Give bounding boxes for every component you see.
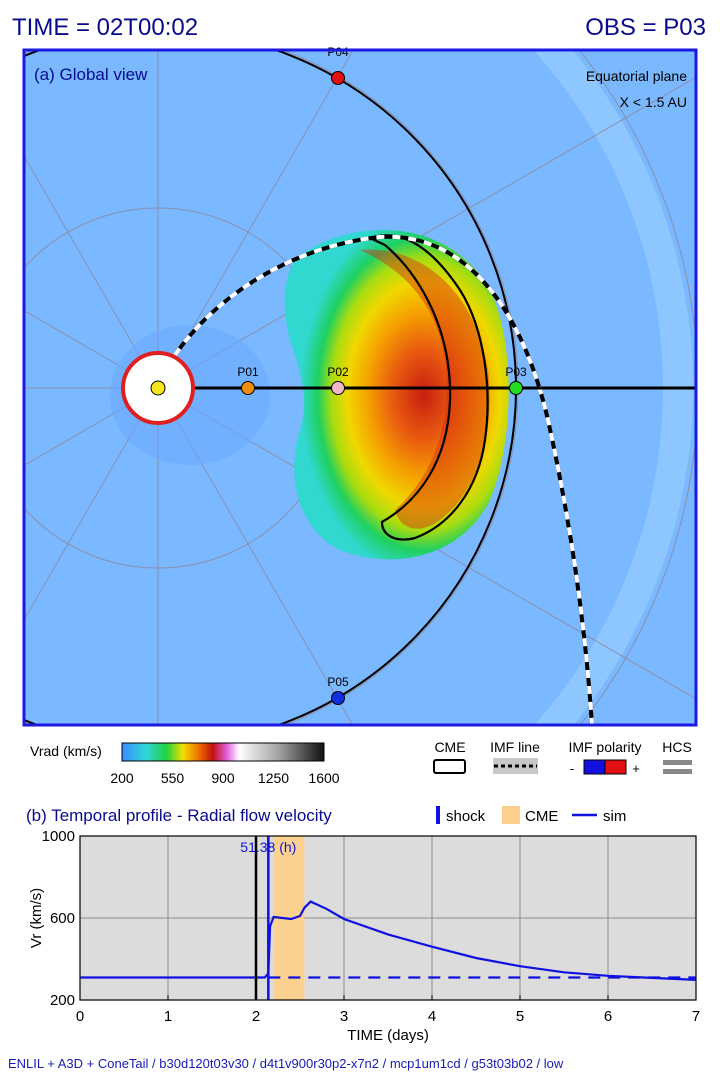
legend-cme-swatch xyxy=(502,806,520,824)
y-tick-label: 600 xyxy=(50,910,75,927)
legend-hcs-bar-bottom xyxy=(663,769,692,774)
x-tick-label: 5 xyxy=(516,1008,524,1025)
legend-polarity-positive xyxy=(604,759,627,775)
observation-point-label: P01 xyxy=(237,365,259,379)
observation-points: P01 P02 P03 P04 P05 xyxy=(237,45,527,705)
observation-point-label: P02 xyxy=(327,365,349,379)
legend-polarity-negative xyxy=(583,759,606,775)
colorbar-gradient xyxy=(121,742,325,762)
x-tick-label: 7 xyxy=(692,1008,700,1025)
legend-plus: + xyxy=(632,761,640,776)
profile-panel: (b) Temporal profile - Radial flow veloc… xyxy=(26,806,700,1044)
panel-a-title: (a) Global view xyxy=(34,65,148,84)
shock-time-label: 51.38 (h) xyxy=(240,839,296,855)
panel-a-frame xyxy=(22,48,698,727)
x-tick-label: 0 xyxy=(76,1008,84,1025)
observation-point-p05 xyxy=(331,691,345,705)
axis-ticks: 0 1 2 3 4 5 6 7 200 600 1000 xyxy=(42,828,701,1025)
legend-cme-box xyxy=(433,759,466,774)
legend-shock-swatch xyxy=(436,806,440,824)
x-tick-label: 2 xyxy=(252,1008,260,1025)
x-tick-label: 1 xyxy=(164,1008,172,1025)
legend-sim-label: sim xyxy=(603,808,626,825)
colorbar-tick-label: 900 xyxy=(211,770,235,786)
legend-minus: - xyxy=(570,761,574,776)
cme-core-region xyxy=(360,249,490,529)
legend-a: CME IMF line IMF polarity - + HCS xyxy=(433,739,692,776)
cme-contour xyxy=(367,234,489,541)
observer-label: OBS = P03 xyxy=(585,14,706,41)
colorbar-tick-label: 1600 xyxy=(308,770,339,786)
colorbar-tick-label: 200 xyxy=(110,770,134,786)
colorbar-tick-label: 550 xyxy=(161,770,185,786)
cme-velocity-region xyxy=(284,229,509,560)
range-label: X < 1.5 AU xyxy=(620,94,687,110)
observation-point-label: P03 xyxy=(505,365,527,379)
observation-point-p02 xyxy=(331,381,345,395)
colorbar: Vrad (km/s) 200 550 900 1250 1600 xyxy=(30,742,340,786)
legend-hcs-bar-top xyxy=(663,760,692,765)
series-group xyxy=(80,900,696,981)
observation-point-label: P04 xyxy=(327,45,349,59)
legend-cme-interval-label: CME xyxy=(525,808,558,825)
x-axis-label: TIME (days) xyxy=(347,1027,429,1044)
legend-cme-label: CME xyxy=(434,739,465,755)
x-tick-label: 3 xyxy=(340,1008,348,1025)
y-tick-label: 200 xyxy=(50,992,75,1009)
plot-frame xyxy=(79,835,697,1001)
sun-icon xyxy=(150,380,166,396)
plane-label: Equatorial plane xyxy=(586,68,687,84)
sim-series-line xyxy=(80,900,696,981)
legend-shock-label: shock xyxy=(446,808,486,825)
y-tick-label: 1000 xyxy=(42,828,75,845)
y-axis-label: Vr (km/s) xyxy=(28,888,45,948)
time-label: TIME = 02T00:02 xyxy=(12,14,199,41)
x-tick-label: 4 xyxy=(428,1008,436,1025)
colorbar-tick-label: 1250 xyxy=(258,770,289,786)
legend-hcs-label: HCS xyxy=(662,739,692,755)
colorbar-title: Vrad (km/s) xyxy=(30,743,102,759)
panel-b-title: (b) Temporal profile - Radial flow veloc… xyxy=(26,806,332,825)
colorbar-ticks: 200 550 900 1250 1600 xyxy=(110,770,339,786)
observation-point-label: P05 xyxy=(327,675,349,689)
observation-point-p01 xyxy=(241,381,255,395)
x-tick-label: 6 xyxy=(604,1008,612,1025)
observation-point-p04 xyxy=(331,71,345,85)
legend-imf-polarity-label: IMF polarity xyxy=(568,739,641,755)
observation-point-p03 xyxy=(509,381,523,395)
footer-run-info: ENLIL + A3D + ConeTail / b30d120t03v30 /… xyxy=(8,1056,564,1071)
legend-imf-line-label: IMF line xyxy=(490,739,540,755)
imf-spiral-line-dash xyxy=(173,234,594,725)
